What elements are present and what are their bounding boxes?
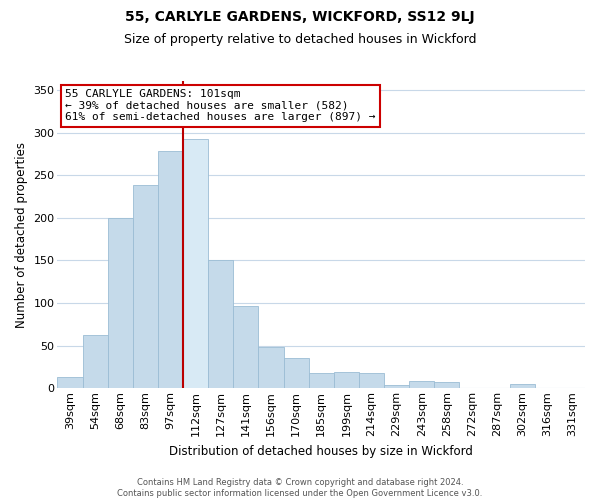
- Bar: [233, 306, 259, 388]
- Text: Contains HM Land Registry data © Crown copyright and database right 2024.
Contai: Contains HM Land Registry data © Crown c…: [118, 478, 482, 498]
- Text: 55 CARLYLE GARDENS: 101sqm
← 39% of detached houses are smaller (582)
61% of sem: 55 CARLYLE GARDENS: 101sqm ← 39% of deta…: [65, 89, 376, 122]
- Bar: [434, 382, 460, 388]
- Text: Size of property relative to detached houses in Wickford: Size of property relative to detached ho…: [124, 32, 476, 46]
- Bar: [308, 373, 334, 388]
- Bar: [509, 384, 535, 388]
- Bar: [158, 152, 183, 388]
- Bar: [409, 382, 434, 388]
- X-axis label: Distribution of detached houses by size in Wickford: Distribution of detached houses by size …: [169, 444, 473, 458]
- Text: 55, CARLYLE GARDENS, WICKFORD, SS12 9LJ: 55, CARLYLE GARDENS, WICKFORD, SS12 9LJ: [125, 10, 475, 24]
- Bar: [108, 218, 133, 388]
- Bar: [208, 260, 233, 388]
- Bar: [384, 385, 409, 388]
- Bar: [133, 186, 158, 388]
- Bar: [259, 348, 284, 389]
- Bar: [284, 358, 308, 388]
- Bar: [334, 372, 359, 388]
- Y-axis label: Number of detached properties: Number of detached properties: [15, 142, 28, 328]
- Bar: [58, 377, 83, 388]
- Bar: [83, 334, 108, 388]
- Bar: [183, 138, 208, 388]
- Bar: [359, 373, 384, 388]
